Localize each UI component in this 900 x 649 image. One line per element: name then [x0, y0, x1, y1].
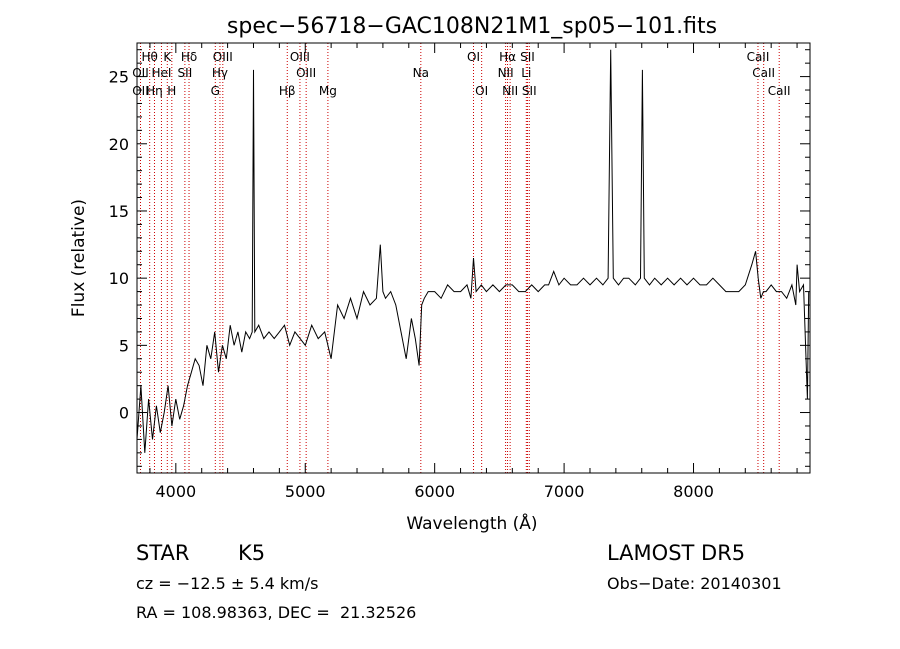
- y-tick-label: 15: [109, 202, 129, 221]
- x-tick-label: 6000: [414, 482, 455, 501]
- y-tick-label: 5: [119, 336, 129, 355]
- line-label: Mg: [319, 84, 337, 98]
- redshift-velocity: cz = −12.5 ± 5.4 km/s: [136, 574, 319, 593]
- line-label: HeI: [151, 66, 171, 80]
- line-label: H: [167, 84, 176, 98]
- object-subclass: K5: [238, 541, 266, 565]
- sky-coordinates: RA = 108.98363, DEC = 21.32526: [136, 603, 417, 622]
- line-label: Na: [413, 66, 429, 80]
- line-label: Hγ: [212, 66, 228, 80]
- plot-frame: [136, 42, 811, 474]
- line-label: OIII: [296, 66, 316, 80]
- line-label: CaII: [752, 66, 775, 80]
- line-label: SII: [178, 66, 193, 80]
- object-class: STAR: [136, 541, 190, 565]
- spectrum-line: [136, 49, 810, 453]
- line-label: Hη: [146, 84, 163, 98]
- observation-date: Obs−Date: 20140301: [607, 574, 782, 593]
- x-tick-label: 7000: [544, 482, 585, 501]
- line-label: NII: [498, 66, 514, 80]
- line-label: Hδ: [181, 50, 197, 64]
- chart-title: spec−56718−GAC108N21M1_sp05−101.fits: [227, 14, 717, 39]
- line-label: SII: [522, 84, 537, 98]
- axis-ticks: 4000 5000 6000 7000 8000 0 5 10 15 20 25: [109, 43, 810, 501]
- x-tick-label: 5000: [285, 482, 326, 501]
- line-label: OIII: [213, 50, 233, 64]
- line-label: OIII: [290, 50, 310, 64]
- x-axis-label: Wavelength (Å): [406, 512, 537, 534]
- line-label: Hβ: [279, 84, 296, 98]
- line-label: NII: [502, 84, 518, 98]
- line-label: CaII: [768, 84, 791, 98]
- line-label: OII: [132, 84, 149, 98]
- line-label: K: [163, 50, 172, 64]
- line-markers: [139, 43, 780, 473]
- survey-name: LAMOST DR5: [607, 541, 746, 565]
- y-tick-label: 0: [119, 404, 129, 423]
- y-tick-label: 10: [109, 269, 129, 288]
- line-label: OI: [475, 84, 488, 98]
- x-tick-label: 4000: [155, 482, 196, 501]
- line-label: SII: [520, 50, 535, 64]
- y-tick-label: 25: [109, 68, 129, 87]
- line-label: CaII: [747, 50, 770, 64]
- line-label: Hθ: [141, 50, 157, 64]
- line-label: OII: [132, 66, 149, 80]
- line-label: G: [211, 84, 220, 98]
- spectrum-series: [136, 49, 810, 453]
- line-label: Li: [521, 66, 531, 80]
- line-label: Hα: [499, 50, 516, 64]
- y-axis-label: Flux (relative): [69, 199, 89, 317]
- x-tick-label: 8000: [673, 482, 714, 501]
- y-tick-label: 20: [109, 135, 129, 154]
- line-label: OI: [467, 50, 480, 64]
